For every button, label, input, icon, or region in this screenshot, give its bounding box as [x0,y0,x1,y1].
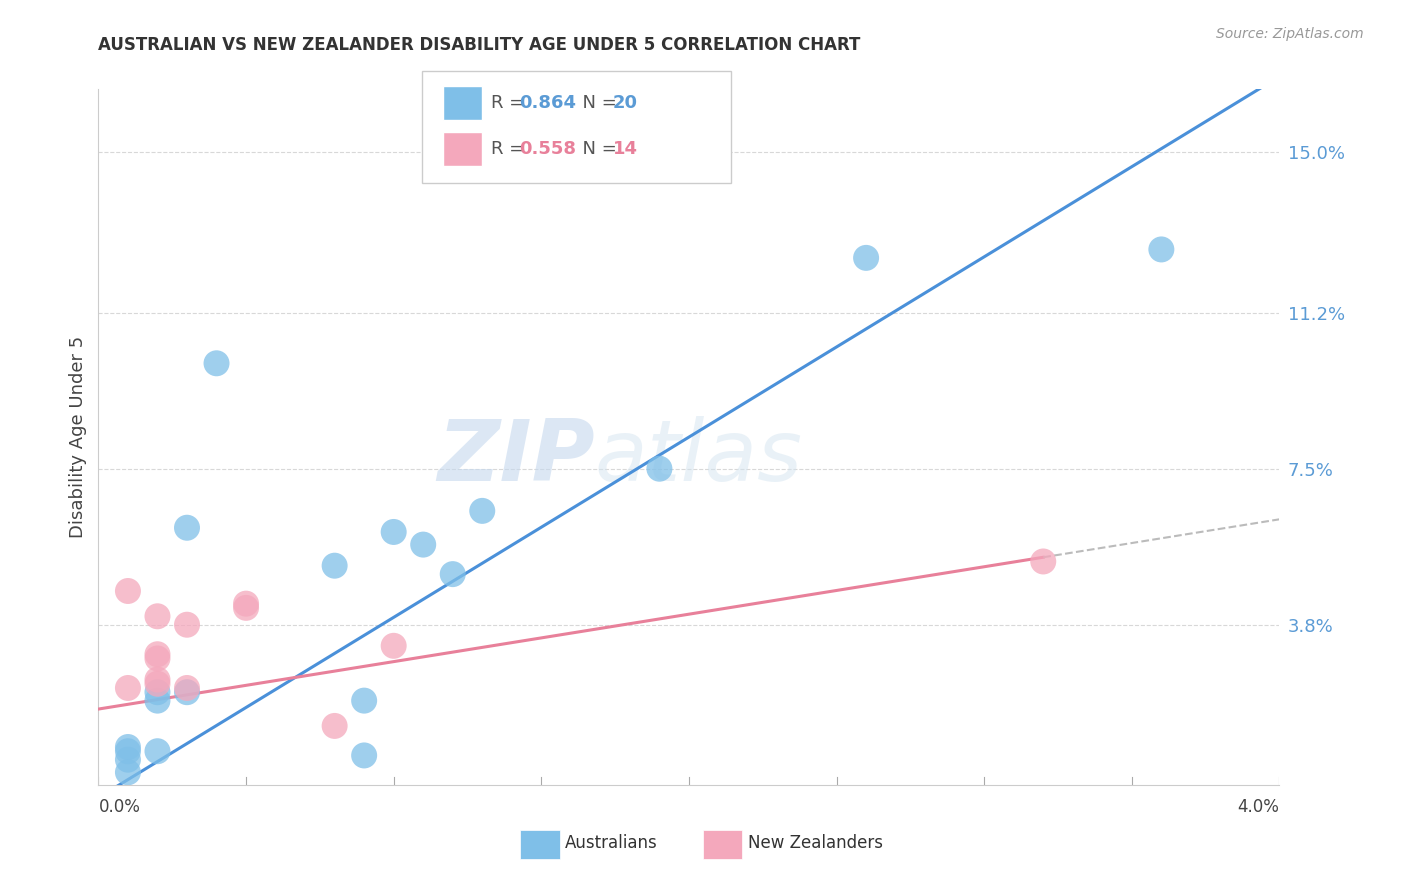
Point [441,567,464,582]
Text: Australians: Australians [565,834,658,852]
Point [146,677,169,691]
Point [146,609,169,624]
Point [117,753,139,767]
Point [146,685,169,699]
Text: AUSTRALIAN VS NEW ZEALANDER DISABILITY AGE UNDER 5 CORRELATION CHART: AUSTRALIAN VS NEW ZEALANDER DISABILITY A… [98,36,860,54]
Text: Source: ZipAtlas.com: Source: ZipAtlas.com [1216,27,1364,41]
Point [205,356,228,370]
Point [146,647,169,661]
Text: 0.0%: 0.0% [98,798,141,816]
Point [382,639,405,653]
Point [117,739,139,754]
Text: N =: N = [571,94,623,112]
Text: 4.0%: 4.0% [1237,798,1279,816]
Point [235,600,257,615]
Point [146,744,169,758]
Point [117,744,139,758]
Point [471,504,494,518]
Point [176,617,198,632]
Text: 0.864: 0.864 [519,94,576,112]
Text: 20: 20 [613,94,638,112]
Text: N =: N = [571,140,623,158]
Text: 0.558: 0.558 [519,140,576,158]
Point [146,673,169,687]
Point [146,693,169,707]
Text: ZIP: ZIP [437,417,595,500]
Point [176,681,198,695]
Point [1032,554,1054,568]
Point [117,765,139,780]
Point [353,693,375,707]
Point [235,597,257,611]
Text: New Zealanders: New Zealanders [748,834,883,852]
Point [117,584,139,599]
Text: R =: R = [491,94,530,112]
Text: 14: 14 [613,140,638,158]
Point [176,685,198,699]
Point [382,524,405,539]
Point [117,681,139,695]
Point [146,651,169,665]
Text: atlas: atlas [595,417,803,500]
Point [648,461,671,475]
Point [353,748,375,763]
Point [855,251,877,265]
Point [176,521,198,535]
Point [323,558,346,573]
Point [323,719,346,733]
Text: R =: R = [491,140,530,158]
Point [1150,243,1173,257]
Y-axis label: Disability Age Under 5: Disability Age Under 5 [69,336,87,538]
Point [412,538,434,552]
